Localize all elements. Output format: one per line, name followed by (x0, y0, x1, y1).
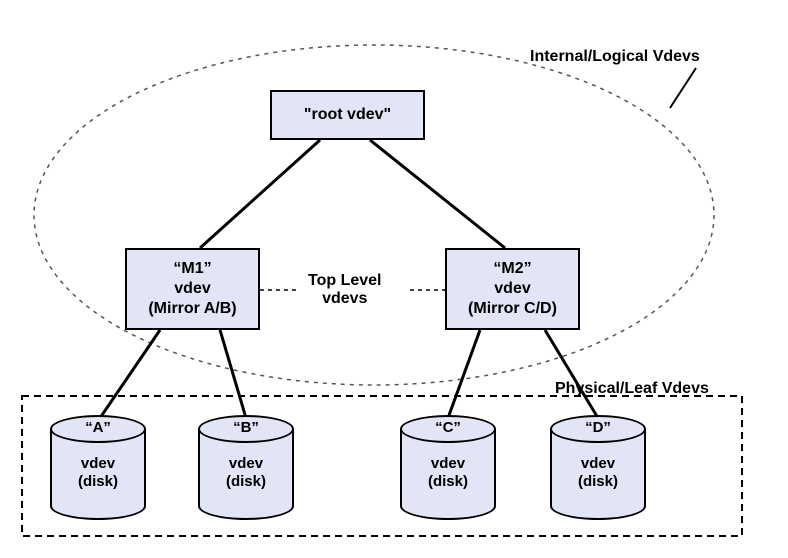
disk-letter: “A” (50, 419, 146, 436)
label-toplevel-line2: vdevs (308, 290, 382, 308)
m2-line2: vdev (494, 279, 530, 299)
disk-vdev-2: “C” vdev(disk) (400, 415, 496, 520)
label-internal-text: Internal/Logical Vdevs (530, 48, 700, 65)
root-vdev-node: "root vdev" (270, 90, 425, 140)
disk-sub-label: vdev(disk) (400, 455, 496, 491)
label-internal-logical: Internal/Logical Vdevs (530, 48, 700, 66)
m2-line3: (Mirror C/D) (468, 299, 557, 319)
edge-line (370, 140, 505, 248)
m1-line2: vdev (174, 279, 210, 299)
label-toplevel-line1: Top Level (308, 272, 382, 290)
label-top-level-vdevs: Top Level vdevs (308, 272, 382, 308)
disk-sub-label: vdev(disk) (550, 455, 646, 491)
disk-sub-label: vdev(disk) (50, 455, 146, 491)
root-vdev-label: "root vdev" (304, 105, 391, 125)
diagram-canvas: "root vdev" “M1” vdev (Mirror A/B) “M2” … (0, 0, 788, 558)
disk-vdev-3: “D” vdev(disk) (550, 415, 646, 520)
m1-vdev-node: “M1” vdev (Mirror A/B) (125, 248, 260, 330)
disk-vdev-1: “B” vdev(disk) (198, 415, 294, 520)
edge-line (100, 330, 160, 418)
internal-pointer-line (670, 68, 696, 108)
edge-line (200, 140, 320, 248)
disk-letter: “D” (550, 419, 646, 436)
m1-line1: “M1” (173, 259, 211, 279)
edge-line (448, 330, 480, 418)
label-physical-leaf: Physical/Leaf Vdevs (555, 380, 709, 398)
edge-line (220, 330, 246, 418)
disk-vdev-0: “A” vdev(disk) (50, 415, 146, 520)
disk-letter: “C” (400, 419, 496, 436)
m2-line1: “M2” (493, 259, 531, 279)
m2-vdev-node: “M2” vdev (Mirror C/D) (445, 248, 580, 330)
disk-sub-label: vdev(disk) (198, 455, 294, 491)
edge-line (545, 330, 598, 418)
label-physical-text: Physical/Leaf Vdevs (555, 380, 709, 397)
disk-letter: “B” (198, 419, 294, 436)
m1-line3: (Mirror A/B) (148, 299, 236, 319)
